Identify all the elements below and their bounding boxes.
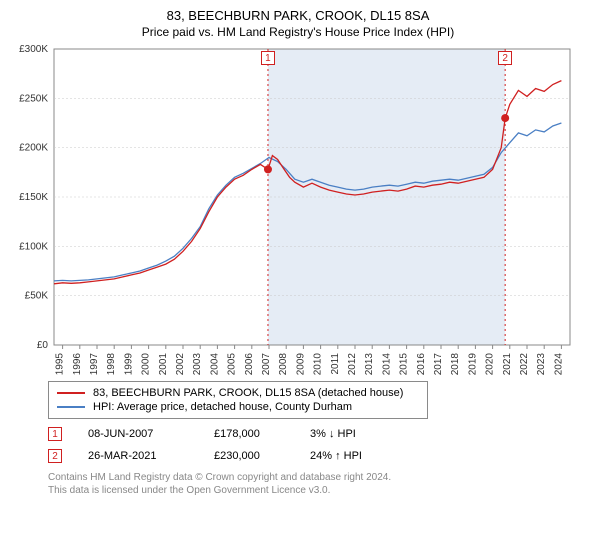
- svg-text:1997: 1997: [89, 353, 100, 375]
- svg-text:2020: 2020: [485, 353, 496, 375]
- chart-container: £0 £50K £100K £150K £200K £250K £300K 1995 1996 1…: [12, 45, 584, 375]
- svg-text:1999: 1999: [123, 353, 134, 375]
- event-delta: 24% ↑ HPI: [310, 450, 362, 462]
- event-row: 2 26-MAR-2021 £230,000 24% ↑ HPI: [48, 449, 584, 463]
- event-marker-badge: 2: [498, 51, 512, 65]
- svg-text:2004: 2004: [209, 353, 220, 375]
- legend-item: 83, BEECHBURN PARK, CROOK, DL15 8SA (det…: [57, 386, 419, 400]
- legend: 83, BEECHBURN PARK, CROOK, DL15 8SA (det…: [48, 381, 428, 419]
- svg-text:£300K: £300K: [19, 45, 48, 55]
- svg-text:2013: 2013: [364, 353, 375, 375]
- event-row: 1 08-JUN-2007 £178,000 3% ↓ HPI: [48, 427, 584, 441]
- event-delta: 3% ↓ HPI: [310, 428, 356, 440]
- event-price: £178,000: [214, 428, 284, 440]
- svg-text:1995: 1995: [55, 353, 66, 375]
- svg-text:2019: 2019: [467, 353, 478, 375]
- svg-text:2008: 2008: [278, 353, 289, 375]
- svg-text:£0: £0: [37, 340, 49, 351]
- svg-text:2007: 2007: [261, 353, 272, 375]
- legend-swatch: [57, 406, 85, 408]
- svg-text:£100K: £100K: [19, 241, 48, 252]
- svg-text:2001: 2001: [158, 353, 169, 375]
- footer-attribution: Contains HM Land Registry data © Crown c…: [48, 471, 584, 497]
- svg-text:2014: 2014: [381, 353, 392, 375]
- svg-text:2011: 2011: [330, 353, 341, 375]
- svg-text:2015: 2015: [399, 353, 410, 375]
- svg-text:2022: 2022: [519, 353, 530, 375]
- svg-text:2000: 2000: [141, 353, 152, 375]
- svg-text:2003: 2003: [192, 353, 203, 375]
- svg-text:2012: 2012: [347, 353, 358, 375]
- svg-text:2023: 2023: [536, 353, 547, 375]
- footer-line-2: This data is licensed under the Open Gov…: [48, 484, 584, 497]
- svg-text:2018: 2018: [450, 353, 461, 375]
- title-block: 83, BEECHBURN PARK, CROOK, DL15 8SA Pric…: [12, 8, 584, 39]
- svg-text:2017: 2017: [433, 353, 444, 375]
- svg-text:2010: 2010: [313, 353, 324, 375]
- svg-text:2021: 2021: [502, 353, 513, 375]
- legend-item: HPI: Average price, detached house, Coun…: [57, 400, 419, 414]
- event-price: £230,000: [214, 450, 284, 462]
- svg-text:1996: 1996: [72, 353, 83, 375]
- svg-text:£250K: £250K: [19, 93, 48, 104]
- svg-text:2024: 2024: [553, 353, 564, 375]
- legend-label: HPI: Average price, detached house, Coun…: [93, 401, 352, 413]
- footer-line-1: Contains HM Land Registry data © Crown c…: [48, 471, 584, 484]
- svg-text:£50K: £50K: [25, 291, 49, 302]
- svg-text:2016: 2016: [416, 353, 427, 375]
- svg-text:2006: 2006: [244, 353, 255, 375]
- chart-title: 83, BEECHBURN PARK, CROOK, DL15 8SA: [12, 8, 584, 23]
- svg-text:2002: 2002: [175, 353, 186, 375]
- legend-swatch: [57, 392, 85, 394]
- event-date: 26-MAR-2021: [88, 450, 188, 462]
- chart-svg: £0 £50K £100K £150K £200K £250K £300K 1995 1996 1…: [12, 45, 572, 375]
- svg-text:£200K: £200K: [19, 143, 48, 154]
- chart-subtitle: Price paid vs. HM Land Registry's House …: [12, 25, 584, 39]
- event-marker-badge: 1: [261, 51, 275, 65]
- svg-text:£150K: £150K: [19, 192, 48, 203]
- event-badge: 1: [48, 427, 62, 441]
- svg-text:1998: 1998: [106, 353, 117, 375]
- event-date: 08-JUN-2007: [88, 428, 188, 440]
- legend-label: 83, BEECHBURN PARK, CROOK, DL15 8SA (det…: [93, 387, 403, 399]
- svg-text:2005: 2005: [227, 353, 238, 375]
- event-table: 1 08-JUN-2007 £178,000 3% ↓ HPI 2 26-MAR-2021…: [48, 427, 584, 463]
- event-badge: 2: [48, 449, 62, 463]
- svg-text:2009: 2009: [295, 353, 306, 375]
